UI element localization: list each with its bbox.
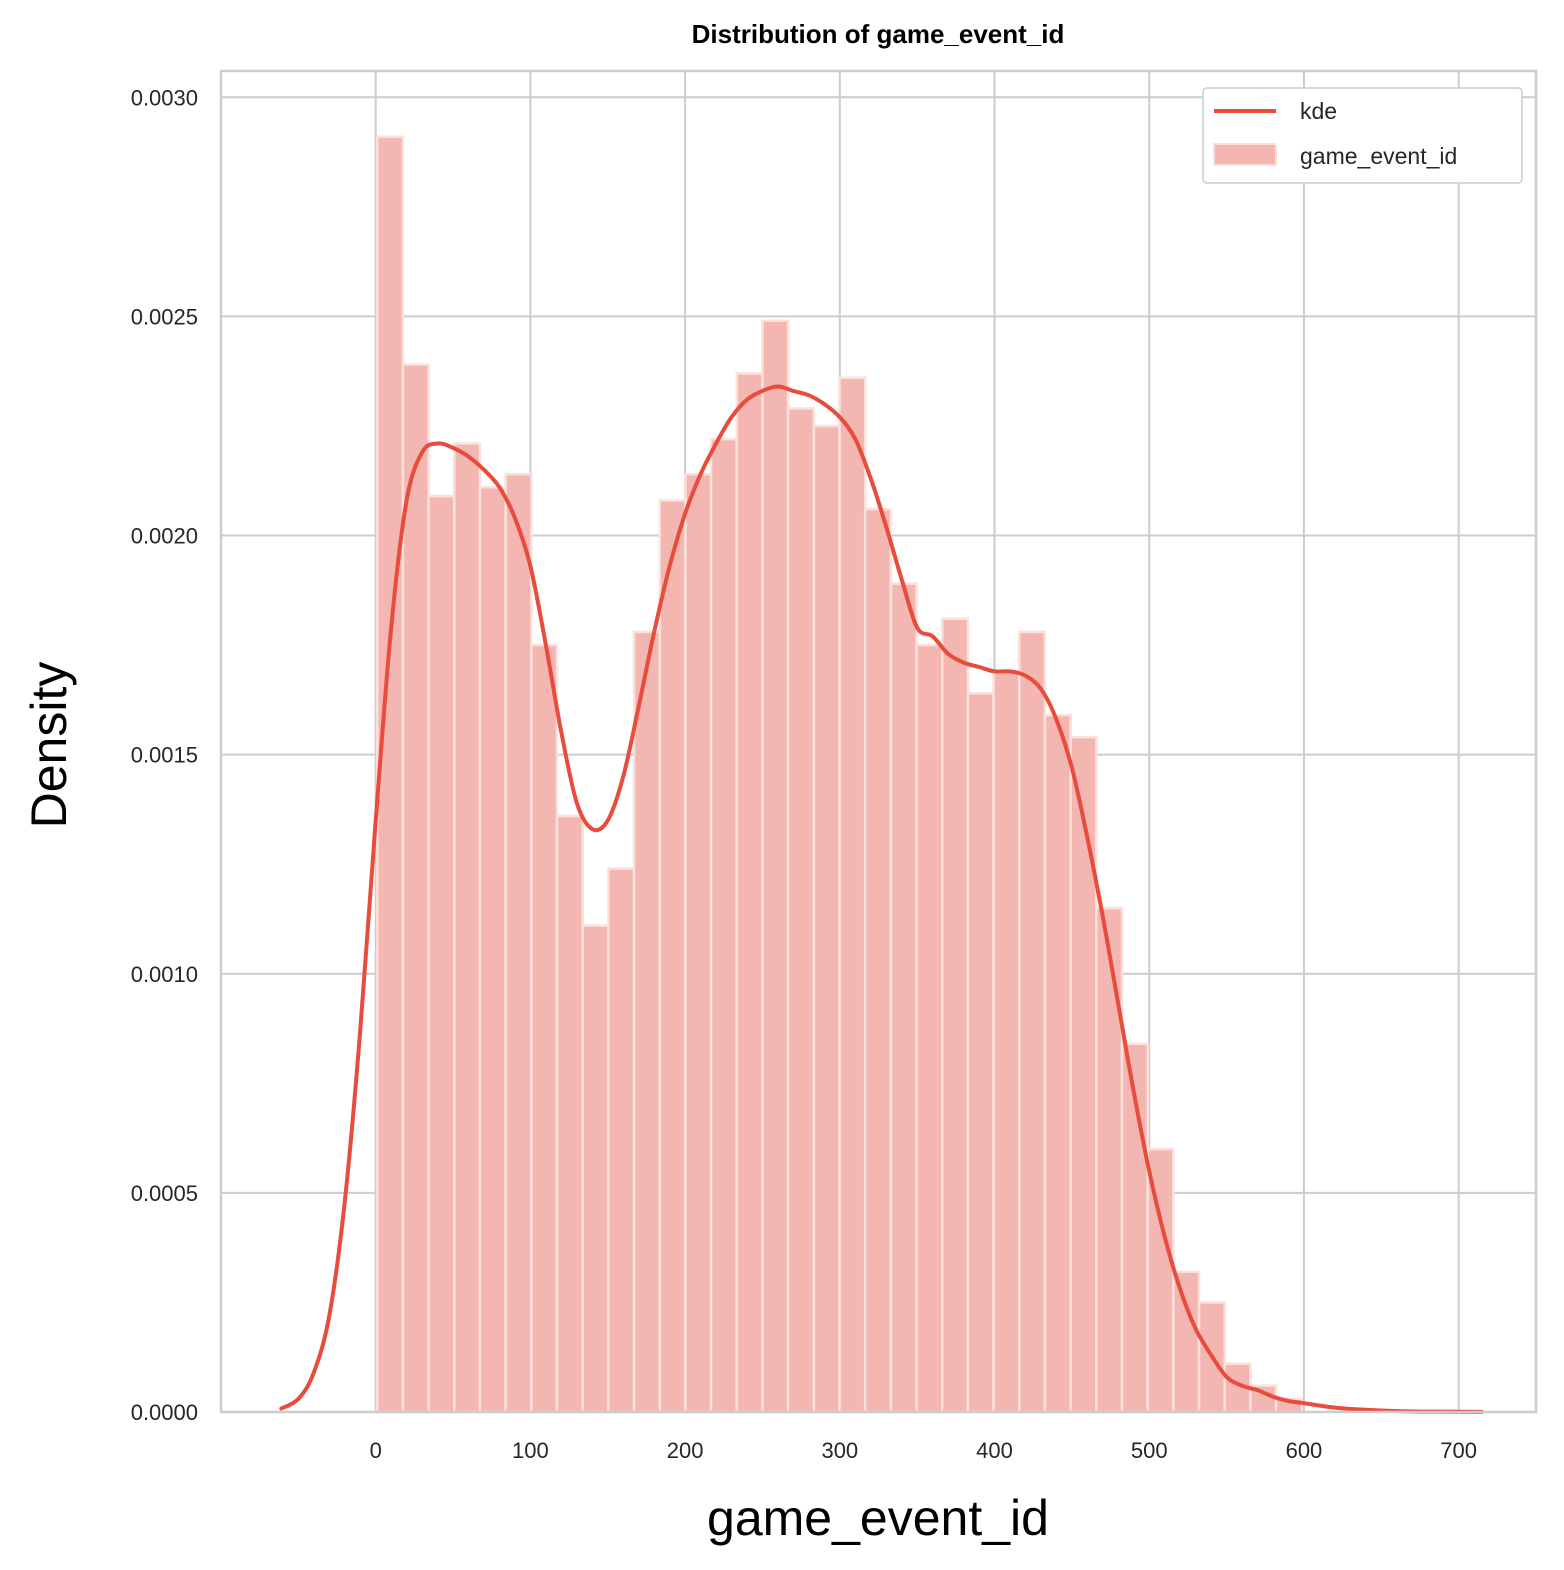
- plot-area: [219, 69, 1538, 1414]
- y-tick-label: 0.0010: [131, 962, 198, 987]
- x-tick-label: 500: [1131, 1438, 1168, 1463]
- x-tick-label: 200: [667, 1438, 704, 1463]
- y-tick-label: 0.0030: [131, 85, 198, 110]
- legend-kde-label: kde: [1300, 98, 1337, 124]
- histogram-bar: [1043, 713, 1072, 1414]
- histogram-bar: [915, 643, 944, 1414]
- x-axis-label: game_event_id: [707, 1490, 1049, 1546]
- y-tick-label: 0.0015: [131, 743, 198, 768]
- x-tick-label: 600: [1286, 1438, 1323, 1463]
- x-tick-label: 100: [512, 1438, 549, 1463]
- histogram-bar: [555, 814, 584, 1414]
- histogram-bar: [1197, 1301, 1226, 1414]
- histogram-bar: [838, 376, 867, 1414]
- y-tick-label: 0.0020: [131, 524, 198, 549]
- histogram-bar: [530, 643, 559, 1414]
- legend-histogram-label: game_event_id: [1300, 143, 1457, 169]
- histogram-bar: [1018, 630, 1047, 1414]
- y-tick-label: 0.0025: [131, 304, 198, 329]
- y-axis-label: Density: [21, 662, 77, 829]
- x-tick-label: 0: [370, 1438, 382, 1463]
- histogram-bar: [607, 867, 636, 1414]
- histogram-bar: [735, 372, 764, 1414]
- histogram-bar: [863, 507, 893, 1414]
- x-tick-label: 400: [976, 1438, 1013, 1463]
- histogram-bar: [581, 924, 610, 1414]
- histogram-bar: [761, 319, 790, 1414]
- histogram-bar: [940, 617, 970, 1414]
- plot-frame: [219, 69, 1538, 1414]
- x-tick-label: 300: [821, 1438, 858, 1463]
- legend: kde game_event_id: [1202, 87, 1523, 184]
- histogram-bar: [658, 499, 687, 1414]
- histogram-bar: [1069, 735, 1098, 1414]
- histogram-bar: [401, 363, 430, 1414]
- histogram-bar: [427, 494, 456, 1414]
- histogram-bar: [632, 630, 661, 1414]
- histogram-bar: [786, 407, 816, 1414]
- legend-box: [1202, 87, 1523, 184]
- y-tick-label: 0.0000: [131, 1400, 198, 1425]
- histogram-bar: [504, 472, 533, 1414]
- histogram-bar: [966, 692, 995, 1414]
- histogram-bar: [1172, 1270, 1201, 1414]
- x-tick-label: 700: [1440, 1438, 1477, 1463]
- histogram-bar: [992, 670, 1021, 1414]
- histogram-bar: [478, 486, 507, 1414]
- histogram-bar: [709, 437, 739, 1414]
- kde-layer: [279, 384, 1484, 1414]
- kde-line: [279, 384, 1484, 1414]
- histogram-bar: [453, 442, 482, 1414]
- y-axis-ticks: 0.0000 0.0005 0.0010 0.0015 0.0020 0.0025 0.00…: [131, 85, 198, 1425]
- histogram-bar: [889, 582, 918, 1414]
- histogram-bar: [812, 424, 841, 1414]
- histogram-bar: [684, 472, 713, 1414]
- x-axis-ticks: 0 100 200 300 400 500 600 700: [370, 1438, 1477, 1463]
- histogram-bar: [1095, 906, 1124, 1414]
- y-tick-label: 0.0005: [131, 1181, 198, 1206]
- chart-title: Distribution of game_event_id: [692, 19, 1065, 49]
- legend-histogram-swatch: [1213, 143, 1277, 166]
